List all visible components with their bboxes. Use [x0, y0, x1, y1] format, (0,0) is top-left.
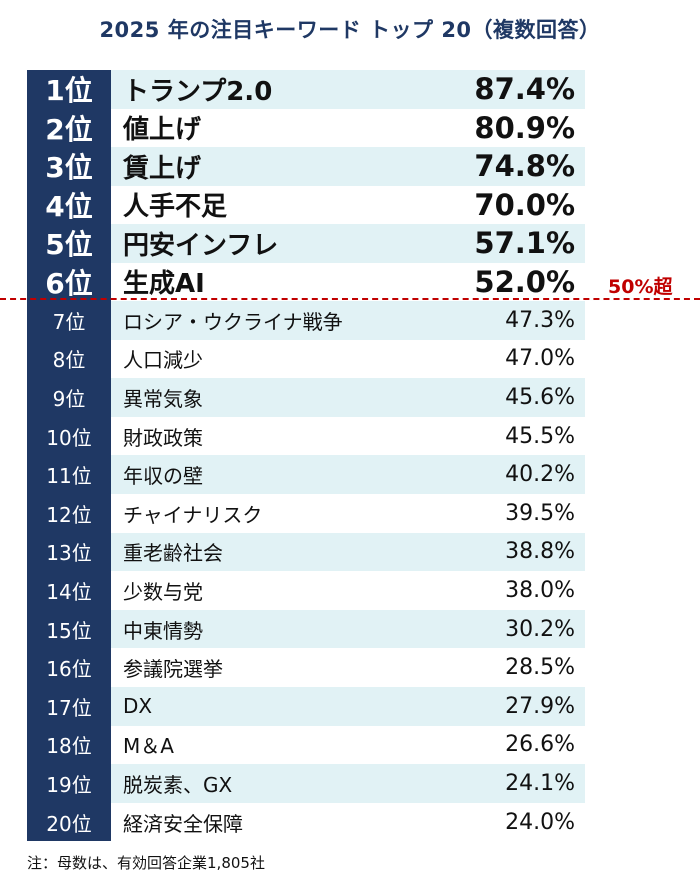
rank-cell: 16位	[27, 648, 111, 687]
keyword-cell: 中東情勢	[111, 609, 405, 649]
table-row: 19位 脱炭素、GX 24.1%	[27, 764, 585, 803]
rank-cell: 8位	[27, 339, 111, 379]
percent-cell: 47.0%	[505, 346, 575, 372]
table-row: 20位 経済安全保障 24.0%	[27, 802, 585, 842]
keyword-cell: 少数与党	[123, 579, 203, 604]
rank-cell: 1位	[27, 70, 111, 109]
table-row: 16位 参議院選挙 28.5%	[27, 648, 585, 687]
table-row: 3位 賃上げ 74.8%	[27, 147, 585, 186]
chart-title: 2025 年の注目キーワード トップ 20（複数回答）	[99, 18, 601, 42]
keyword-cell: トランプ2.0	[111, 70, 405, 109]
percent-cell: 24.1%	[405, 764, 585, 803]
ranking-table: 1位 トランプ2.0 87.4% 2位 値上げ 80.9% 3位 賃上げ 74.8% 4位 人手不足…	[27, 70, 585, 842]
keyword-cell: M＆A	[123, 734, 174, 759]
rank-cell: 17位	[27, 686, 111, 726]
rank-cell: 11位	[27, 455, 111, 494]
keyword-cell: 年収の壁	[111, 455, 405, 494]
percent-cell: 24.0%	[505, 809, 575, 835]
table-row: 11位 年収の壁 40.2%	[27, 455, 585, 494]
percent-cell: 52.0%	[474, 264, 575, 299]
keyword-cell: 人口減少	[123, 348, 203, 373]
footnote: 注：母数は、有効回答企業1,805社	[27, 854, 265, 872]
table-row: 1位 トランプ2.0 87.4%	[27, 70, 585, 109]
table-row: 7位 ロシア・ウクライナ戦争 47.3%	[27, 301, 585, 340]
rank-cell: 12位	[27, 493, 111, 533]
keyword-cell: ロシア・ウクライナ戦争	[111, 301, 405, 340]
keyword-cell: 経済安全保障	[123, 811, 243, 836]
table-row: 6位 生成AI 52.0%	[27, 262, 585, 301]
keyword-cell: 円安インフレ	[111, 224, 405, 263]
rank-cell: 10位	[27, 416, 111, 456]
table-row: 2位 値上げ 80.9%	[27, 108, 585, 147]
rank-cell: 18位	[27, 725, 111, 765]
percent-cell: 74.8%	[405, 147, 585, 186]
keyword-cell: 財政政策	[123, 425, 203, 450]
table-row: 5位 円安インフレ 57.1%	[27, 224, 585, 263]
rank-cell: 4位	[27, 185, 111, 224]
rank-cell: 5位	[27, 224, 111, 263]
threshold-label: 50%超	[608, 276, 673, 298]
table-row: 10位 財政政策 45.5%	[27, 416, 585, 456]
keyword-cell: 参議院選挙	[123, 657, 223, 682]
table-row: 13位 重老齢社会 38.8%	[27, 532, 585, 572]
percent-cell: 27.9%	[405, 686, 585, 726]
table-row: 4位 人手不足 70.0%	[27, 185, 585, 224]
percent-cell: 45.5%	[505, 423, 575, 449]
rank-cell: 2位	[27, 108, 111, 147]
table-row: 14位 少数与党 38.0%	[27, 571, 585, 610]
keyword-cell: 値上げ	[123, 115, 202, 146]
rank-cell: 6位	[27, 262, 111, 301]
percent-cell: 70.0%	[474, 187, 575, 222]
keyword-cell: DX	[111, 686, 405, 726]
rank-cell: 14位	[27, 571, 111, 610]
percent-cell: 28.5%	[505, 655, 575, 681]
table-row: 12位 チャイナリスク 39.5%	[27, 493, 585, 533]
keyword-cell: 生成AI	[123, 269, 205, 300]
rank-cell: 13位	[27, 532, 111, 572]
percent-cell: 45.6%	[405, 378, 585, 417]
threshold-line	[0, 298, 700, 300]
keyword-cell: チャイナリスク	[123, 502, 263, 527]
percent-cell: 38.0%	[505, 577, 575, 603]
keyword-cell: 重老齢社会	[111, 532, 405, 572]
rank-cell: 7位	[27, 301, 111, 340]
percent-cell: 40.2%	[405, 455, 585, 494]
percent-cell: 57.1%	[405, 224, 585, 263]
percent-cell: 38.8%	[405, 532, 585, 572]
rank-cell: 19位	[27, 764, 111, 803]
keyword-cell: 異常気象	[111, 378, 405, 417]
percent-cell: 47.3%	[405, 301, 585, 340]
table-row: 15位 中東情勢 30.2%	[27, 609, 585, 649]
keyword-cell: 脱炭素、GX	[111, 764, 405, 803]
percent-cell: 87.4%	[405, 70, 585, 109]
rank-cell: 15位	[27, 609, 111, 649]
rank-cell: 3位	[27, 147, 111, 186]
keyword-cell: 人手不足	[123, 192, 228, 223]
percent-cell: 39.5%	[505, 500, 575, 526]
percent-cell: 26.6%	[505, 732, 575, 758]
keyword-cell: 賃上げ	[111, 147, 405, 186]
rank-cell: 9位	[27, 378, 111, 417]
table-row: 8位 人口減少 47.0%	[27, 339, 585, 379]
rank-cell: 20位	[27, 802, 111, 842]
percent-cell: 30.2%	[405, 609, 585, 649]
table-row: 18位 M＆A 26.6%	[27, 725, 585, 765]
table-row: 9位 異常気象 45.6%	[27, 378, 585, 417]
percent-cell: 80.9%	[474, 110, 575, 145]
table-row: 17位 DX 27.9%	[27, 686, 585, 726]
